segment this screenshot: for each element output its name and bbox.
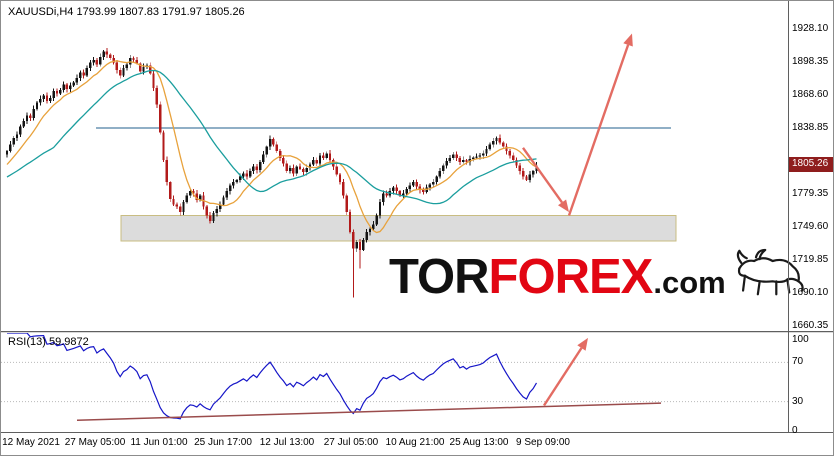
rally-arrow[interactable]	[567, 44, 630, 216]
rsi-axis-label: 70	[792, 356, 804, 368]
price-axis-label: 1779.35	[792, 188, 829, 199]
rsi-forecast-arrow[interactable]	[542, 347, 583, 407]
ma-fast-line	[6, 60, 537, 234]
current-price-badge: 1805.26	[789, 157, 833, 173]
time-axis-label: 11 Jun 01:00	[130, 437, 188, 448]
price-axis-label: 1898.35	[792, 56, 829, 67]
rsi-indicator-label: RSI(13) 59.9872	[8, 336, 89, 348]
pullback-arrow[interactable]	[522, 147, 563, 204]
bear-candle-bodies	[29, 51, 528, 250]
time-axis[interactable]: 12 May 2021 27 May 05:00 11 Jun 01:00 25 Ju…	[1, 433, 833, 455]
price-axis-line	[788, 1, 789, 432]
rsi-line	[7, 333, 538, 420]
time-axis-label: 25 Aug 13:00	[449, 437, 509, 448]
time-axis-line	[1, 432, 833, 433]
rsi-axis-label: 100	[792, 334, 809, 345]
price-axis-label: 1928.10	[792, 23, 829, 34]
panel-separator	[1, 331, 833, 333]
time-axis-label: 10 Aug 21:00	[385, 437, 445, 448]
price-axis-label: 1690.10	[792, 287, 829, 298]
chart-title: XAUUSDi,H4 1793.99 1807.83 1791.97 1805.…	[8, 6, 245, 18]
pullback-arrow-head	[558, 199, 569, 213]
bull-candle-bodies	[5, 51, 538, 250]
time-axis-label: 12 Jul 13:00	[259, 437, 315, 448]
price-axis[interactable]: 1928.10 1898.35 1868.60 1838.85 1779.35 1749.…	[788, 1, 833, 436]
price-axis-label: 1660.35	[792, 320, 829, 331]
price-axis-label: 1838.85	[792, 122, 829, 133]
time-axis-label: 12 May 2021	[2, 437, 60, 448]
price-axis-label: 1749.60	[792, 221, 829, 232]
rsi-chart-canvas[interactable]	[1, 333, 788, 431]
rally-arrow-head	[623, 33, 633, 47]
rsi-trendline[interactable]	[76, 402, 662, 421]
rsi-forecast-arrow-head	[577, 337, 588, 351]
price-chart-canvas[interactable]	[1, 1, 788, 331]
time-axis-label: 25 Jun 17:00	[194, 437, 252, 448]
price-axis-label: 1868.60	[792, 89, 829, 100]
ma-slow-line	[6, 69, 537, 205]
support-zone[interactable]	[120, 215, 677, 242]
price-axis-label: 1719.85	[792, 254, 829, 265]
rsi-axis-label: 0	[792, 425, 798, 436]
rsi-axis-label: 30	[792, 395, 804, 407]
bear-candle-wicks	[29, 48, 527, 298]
time-axis-label: 27 May 05:00	[64, 437, 126, 448]
time-axis-label: 27 Jul 05:00	[323, 437, 379, 448]
time-axis-label: 9 Sep 09:00	[516, 437, 570, 448]
